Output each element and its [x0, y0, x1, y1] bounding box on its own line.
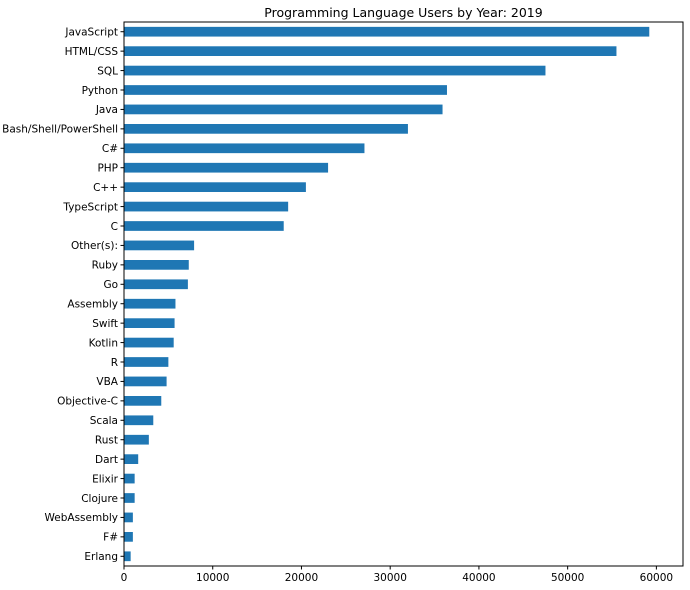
bar-c	[124, 221, 284, 231]
chart-title: Programming Language Users by Year: 2019	[264, 5, 542, 20]
bar-kotlin	[124, 337, 174, 348]
bar-objective-c	[124, 396, 162, 406]
bar-rust	[124, 434, 149, 445]
y-tick-label: Ruby	[92, 260, 118, 272]
y-tick-label: TypeScript	[62, 201, 118, 213]
bar-c-	[124, 143, 365, 154]
y-tick-label: Scala	[90, 415, 118, 427]
y-tick-label: HTML/CSS	[65, 46, 119, 58]
y-tick-label: Dart	[95, 454, 118, 466]
bar-java	[124, 104, 443, 115]
y-tick-label: R	[111, 357, 118, 369]
x-axis-ticks: 0 10000 20000 30000 40000 50000 60000	[121, 566, 673, 584]
x-tick-label: 20000	[285, 572, 318, 584]
bar-python	[124, 85, 447, 95]
bar-elixir	[124, 473, 135, 484]
x-tick-label: 50000	[551, 572, 584, 584]
y-tick-label: Erlang	[84, 551, 118, 563]
y-tick-label: PHP	[97, 163, 118, 175]
y-tick-label: C#	[102, 143, 118, 155]
y-tick-label: Assembly	[67, 299, 118, 311]
bar-webassembly	[124, 512, 133, 523]
bar-erlang	[124, 551, 131, 562]
bar-bash-shell-powershell	[124, 124, 408, 134]
bar-javascript	[124, 26, 650, 37]
bar-sql	[124, 65, 546, 76]
bar-ruby	[124, 260, 189, 270]
bar-dart	[124, 454, 139, 464]
y-tick-label: F#	[103, 532, 118, 544]
y-tick-label: Other(s):	[71, 240, 118, 252]
y-tick-label: Rust	[95, 435, 118, 447]
bar-scala	[124, 415, 154, 426]
bar-f-	[124, 532, 133, 542]
bar-vba	[124, 376, 167, 387]
bar-html-css	[124, 46, 617, 56]
y-tick-label: C++	[93, 182, 118, 194]
y-tick-label: JavaScript	[64, 27, 118, 39]
bar-c-	[124, 182, 306, 192]
bar-swift	[124, 318, 175, 328]
y-tick-label: C	[111, 221, 118, 233]
plot-frame	[123, 21, 684, 567]
y-tick-label: Swift	[92, 318, 118, 330]
x-tick-label: 40000	[462, 572, 495, 584]
x-tick-label: 60000	[640, 572, 673, 584]
x-tick-label: 0	[121, 572, 128, 584]
bar-assembly	[124, 298, 176, 309]
bar-r	[124, 357, 169, 367]
y-tick-label: SQL	[97, 65, 118, 77]
bars-group	[124, 26, 650, 562]
y-tick-label: Clojure	[81, 493, 118, 505]
y-axis-ticks: JavaScript HTML/CSS SQL Python Java Bash/Shel…	[2, 27, 124, 563]
y-tick-label: Objective-C	[57, 396, 118, 408]
y-tick-label: VBA	[96, 376, 118, 388]
bar-php	[124, 162, 329, 173]
y-tick-label: Go	[103, 279, 118, 291]
x-tick-label: 30000	[373, 572, 406, 584]
bar-clojure	[124, 493, 135, 503]
y-tick-label: Elixir	[92, 473, 119, 485]
x-tick-label: 10000	[196, 572, 229, 584]
bar-go	[124, 279, 188, 290]
bar-other-s-	[124, 240, 195, 251]
bar-typescript	[124, 201, 289, 212]
y-tick-label: Python	[82, 85, 118, 97]
y-tick-label: WebAssembly	[45, 512, 119, 524]
y-tick-label: Bash/Shell/PowerShell	[2, 124, 118, 136]
y-tick-label: Kotlin	[89, 337, 118, 349]
y-tick-label: Java	[95, 104, 118, 116]
